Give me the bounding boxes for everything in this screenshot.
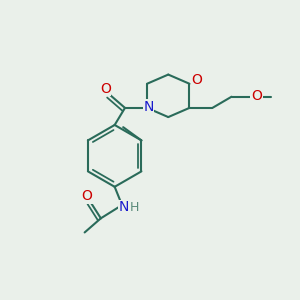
Text: H: H — [130, 201, 139, 214]
Text: O: O — [191, 73, 202, 87]
Text: O: O — [251, 89, 262, 103]
Text: N: N — [143, 100, 154, 114]
Text: O: O — [82, 189, 92, 203]
Text: N: N — [118, 200, 129, 214]
Text: O: O — [100, 82, 111, 96]
